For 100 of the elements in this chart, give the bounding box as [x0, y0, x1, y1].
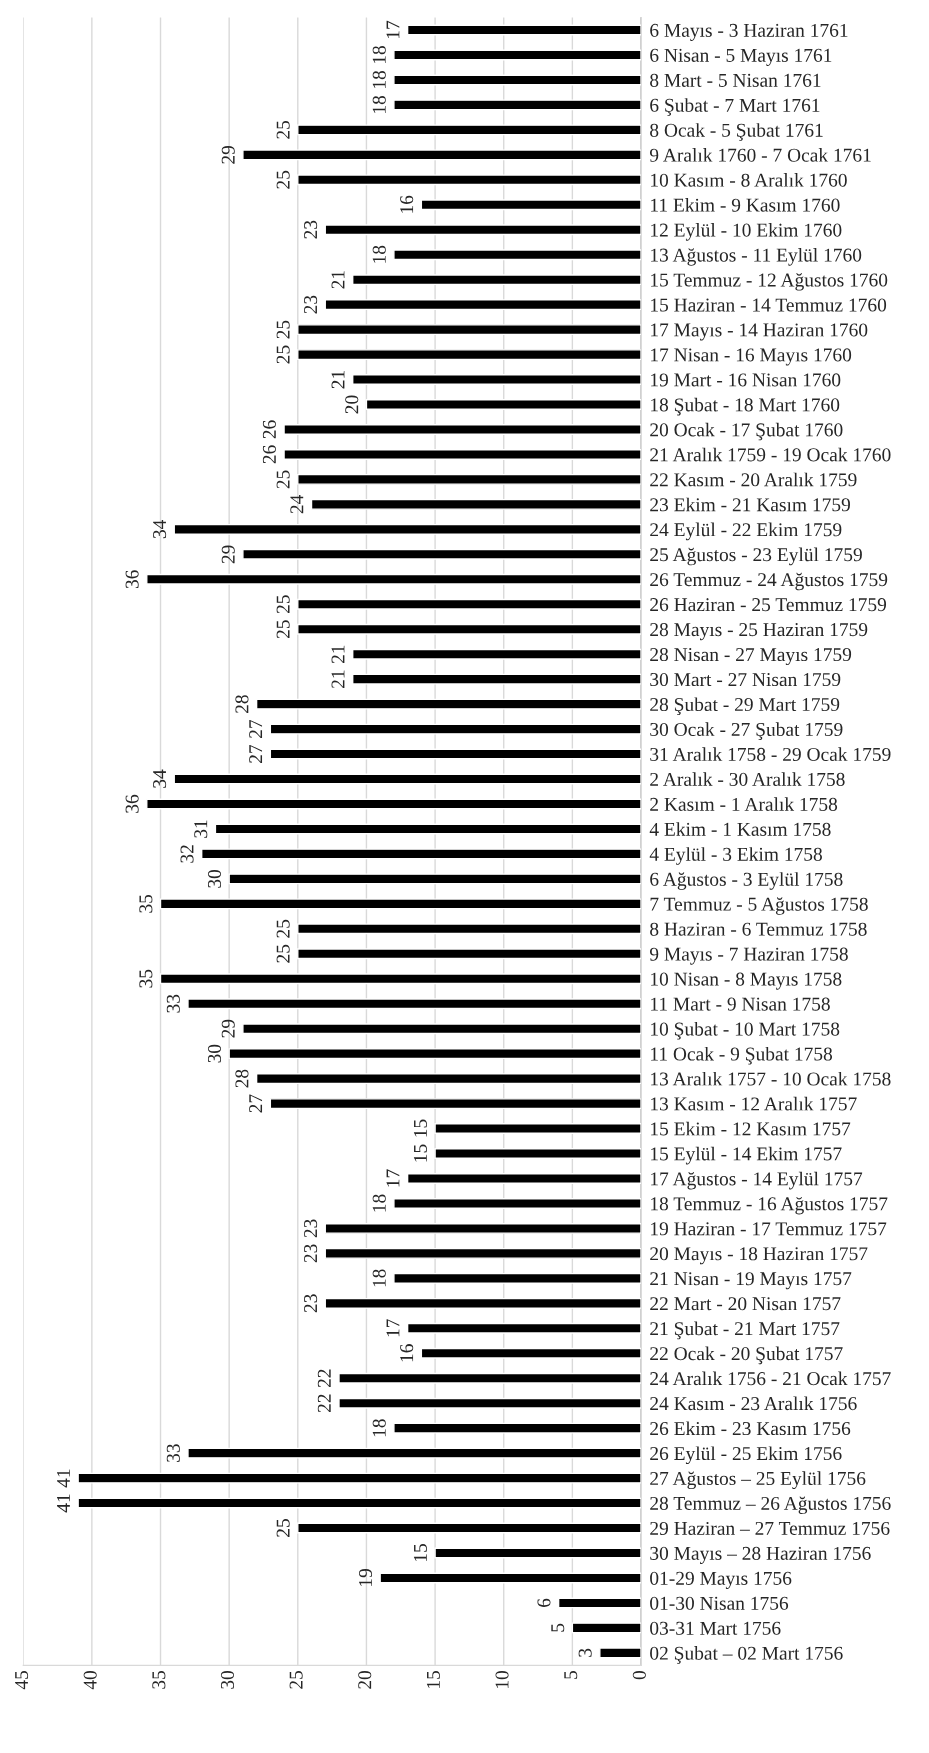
bar [393, 1198, 642, 1209]
bar [146, 573, 642, 585]
bar [201, 848, 642, 860]
data-label: 22 [317, 1369, 331, 1388]
bar [393, 249, 642, 261]
y-tick-label: 31 Aralık 1758 - 29 Ocak 1759 [650, 747, 891, 761]
data-label: 35 [139, 969, 153, 988]
data-label: 21 [331, 670, 345, 689]
bar [242, 1023, 642, 1035]
bar [324, 224, 642, 236]
y-tick-label: 10 Kasım - 8 Aralık 1760 [651, 173, 847, 187]
data-label: 17 [386, 20, 400, 39]
y-tick-label: 17 Ağustos - 14 Eylül 1757 [651, 1171, 863, 1190]
data-label: 25 [276, 470, 290, 489]
data-label: 25 [276, 919, 290, 938]
bar [297, 923, 642, 935]
bar [269, 723, 642, 735]
data-label: 17 [386, 1169, 400, 1187]
y-tick-label: 17 Nisan - 16 Mayıs 1760 [651, 348, 852, 366]
data-label: 29 [221, 1019, 235, 1038]
y-tick-label: 6 Şubat - 7 Mart 1761 [650, 98, 820, 116]
data-label: 34 [153, 769, 167, 788]
y-tick-label: 22 Ocak - 20 Şubat 1757 [650, 1346, 843, 1365]
y-tick-label: 18 Şubat - 18 Mart 1760 [651, 397, 840, 416]
bar [365, 399, 642, 410]
bar [228, 1048, 642, 1060]
y-tick-label: 28 Nisan - 27 Mayıs 1759 [650, 647, 852, 666]
data-label: 6 [537, 1598, 551, 1607]
y-tick-label: 03-31 Mart 1756 [650, 1621, 781, 1635]
y-tick-label: 28 Şubat - 29 Mart 1759 [650, 697, 840, 716]
y-tick-label: 01-29 Mayıs 1756 [650, 1571, 792, 1589]
data-label: 24 [290, 494, 304, 514]
bar [77, 1472, 642, 1484]
data-label: 25 [276, 620, 290, 639]
bar [297, 174, 642, 186]
bar [173, 773, 642, 785]
bar [255, 698, 642, 710]
data-label: 17 [386, 1319, 400, 1337]
y-tick-label: 30 Ocak - 27 Şubat 1759 [650, 722, 843, 740]
data-label: 15 [413, 1144, 427, 1162]
y-tick-label: 15 Ekim - 12 Kasım 1757 [651, 1121, 851, 1136]
bar [434, 1148, 642, 1159]
data-label: 32 [180, 845, 194, 863]
data-label: 21 [331, 271, 345, 289]
bar [297, 473, 642, 485]
bar [352, 274, 642, 286]
bar [434, 1123, 642, 1134]
bar [297, 124, 642, 136]
bar [297, 1522, 642, 1534]
data-label: 25 [276, 345, 290, 364]
bar [571, 1622, 642, 1634]
data-label: 22 [317, 1394, 331, 1413]
y-tick-label: 22 Mart - 20 Nisan 1757 [650, 1297, 841, 1311]
data-label: 18 [372, 70, 386, 88]
y-tick-label: 13 Ağustos - 11 Eylül 1760 [651, 247, 862, 266]
bar [310, 498, 642, 510]
data-label: 35 [139, 894, 153, 913]
data-label: 18 [372, 1269, 386, 1287]
y-tick-label: 02 Şubat – 02 Mart 1756 [650, 1646, 843, 1664]
data-label: 25 [276, 320, 290, 339]
data-label: 18 [372, 46, 386, 63]
y-tick-label: 30 Mayıs – 28 Haziran 1756 [650, 1546, 871, 1564]
bar [338, 1397, 642, 1409]
data-label: 15 [413, 1544, 427, 1562]
data-label: 20 [345, 395, 359, 414]
bar [406, 1322, 642, 1334]
bar [297, 324, 642, 336]
bar [187, 1447, 642, 1459]
y-tick-label: 19 Haziran - 17 Temmuz 1757 [651, 1222, 887, 1236]
bar [324, 1222, 642, 1234]
bar [297, 948, 642, 960]
x-tick-label: 45 [15, 1670, 29, 1690]
bar [338, 1372, 642, 1384]
data-label: 29 [221, 145, 235, 164]
y-tick-label: 26 Ekim - 23 Kasım 1756 [650, 1421, 851, 1436]
data-label: 30 [207, 1044, 222, 1063]
data-label: 31 [194, 820, 208, 838]
bar [297, 349, 642, 361]
bar [406, 1173, 642, 1184]
data-label: 23 [304, 220, 318, 239]
bar [283, 424, 642, 435]
y-tick-label: 20 Ocak - 17 Şubat 1760 [650, 422, 843, 441]
y-tick-label: 28 Mayıs - 25 Haziran 1759 [650, 623, 868, 641]
y-tick-label: 24 Aralık 1756 - 21 Ocak 1757 [650, 1371, 891, 1386]
y-tick-label: 6 Mayıs - 3 Haziran 1761 [650, 23, 848, 41]
bar [269, 748, 642, 760]
y-tick-label: 28 Temmuz – 26 Ağustos 1756 [650, 1496, 891, 1514]
data-label: 26 [262, 420, 276, 439]
y-tick-label: 24 Kasım - 23 Aralık 1756 [650, 1396, 857, 1411]
data-label: 25 [276, 1519, 290, 1537]
bar [393, 74, 642, 86]
data-label: 23 [304, 1294, 318, 1313]
data-label: 33 [166, 1444, 180, 1462]
data-label: 18 [372, 1419, 386, 1437]
data-label: 27 [249, 1094, 263, 1113]
data-label: 15 [413, 1119, 427, 1137]
y-tick-label: 6 Ağustos - 3 Eylül 1758 [650, 872, 843, 890]
data-label: 25 [276, 120, 290, 139]
bar [242, 548, 642, 560]
data-label: 28 [235, 695, 249, 713]
